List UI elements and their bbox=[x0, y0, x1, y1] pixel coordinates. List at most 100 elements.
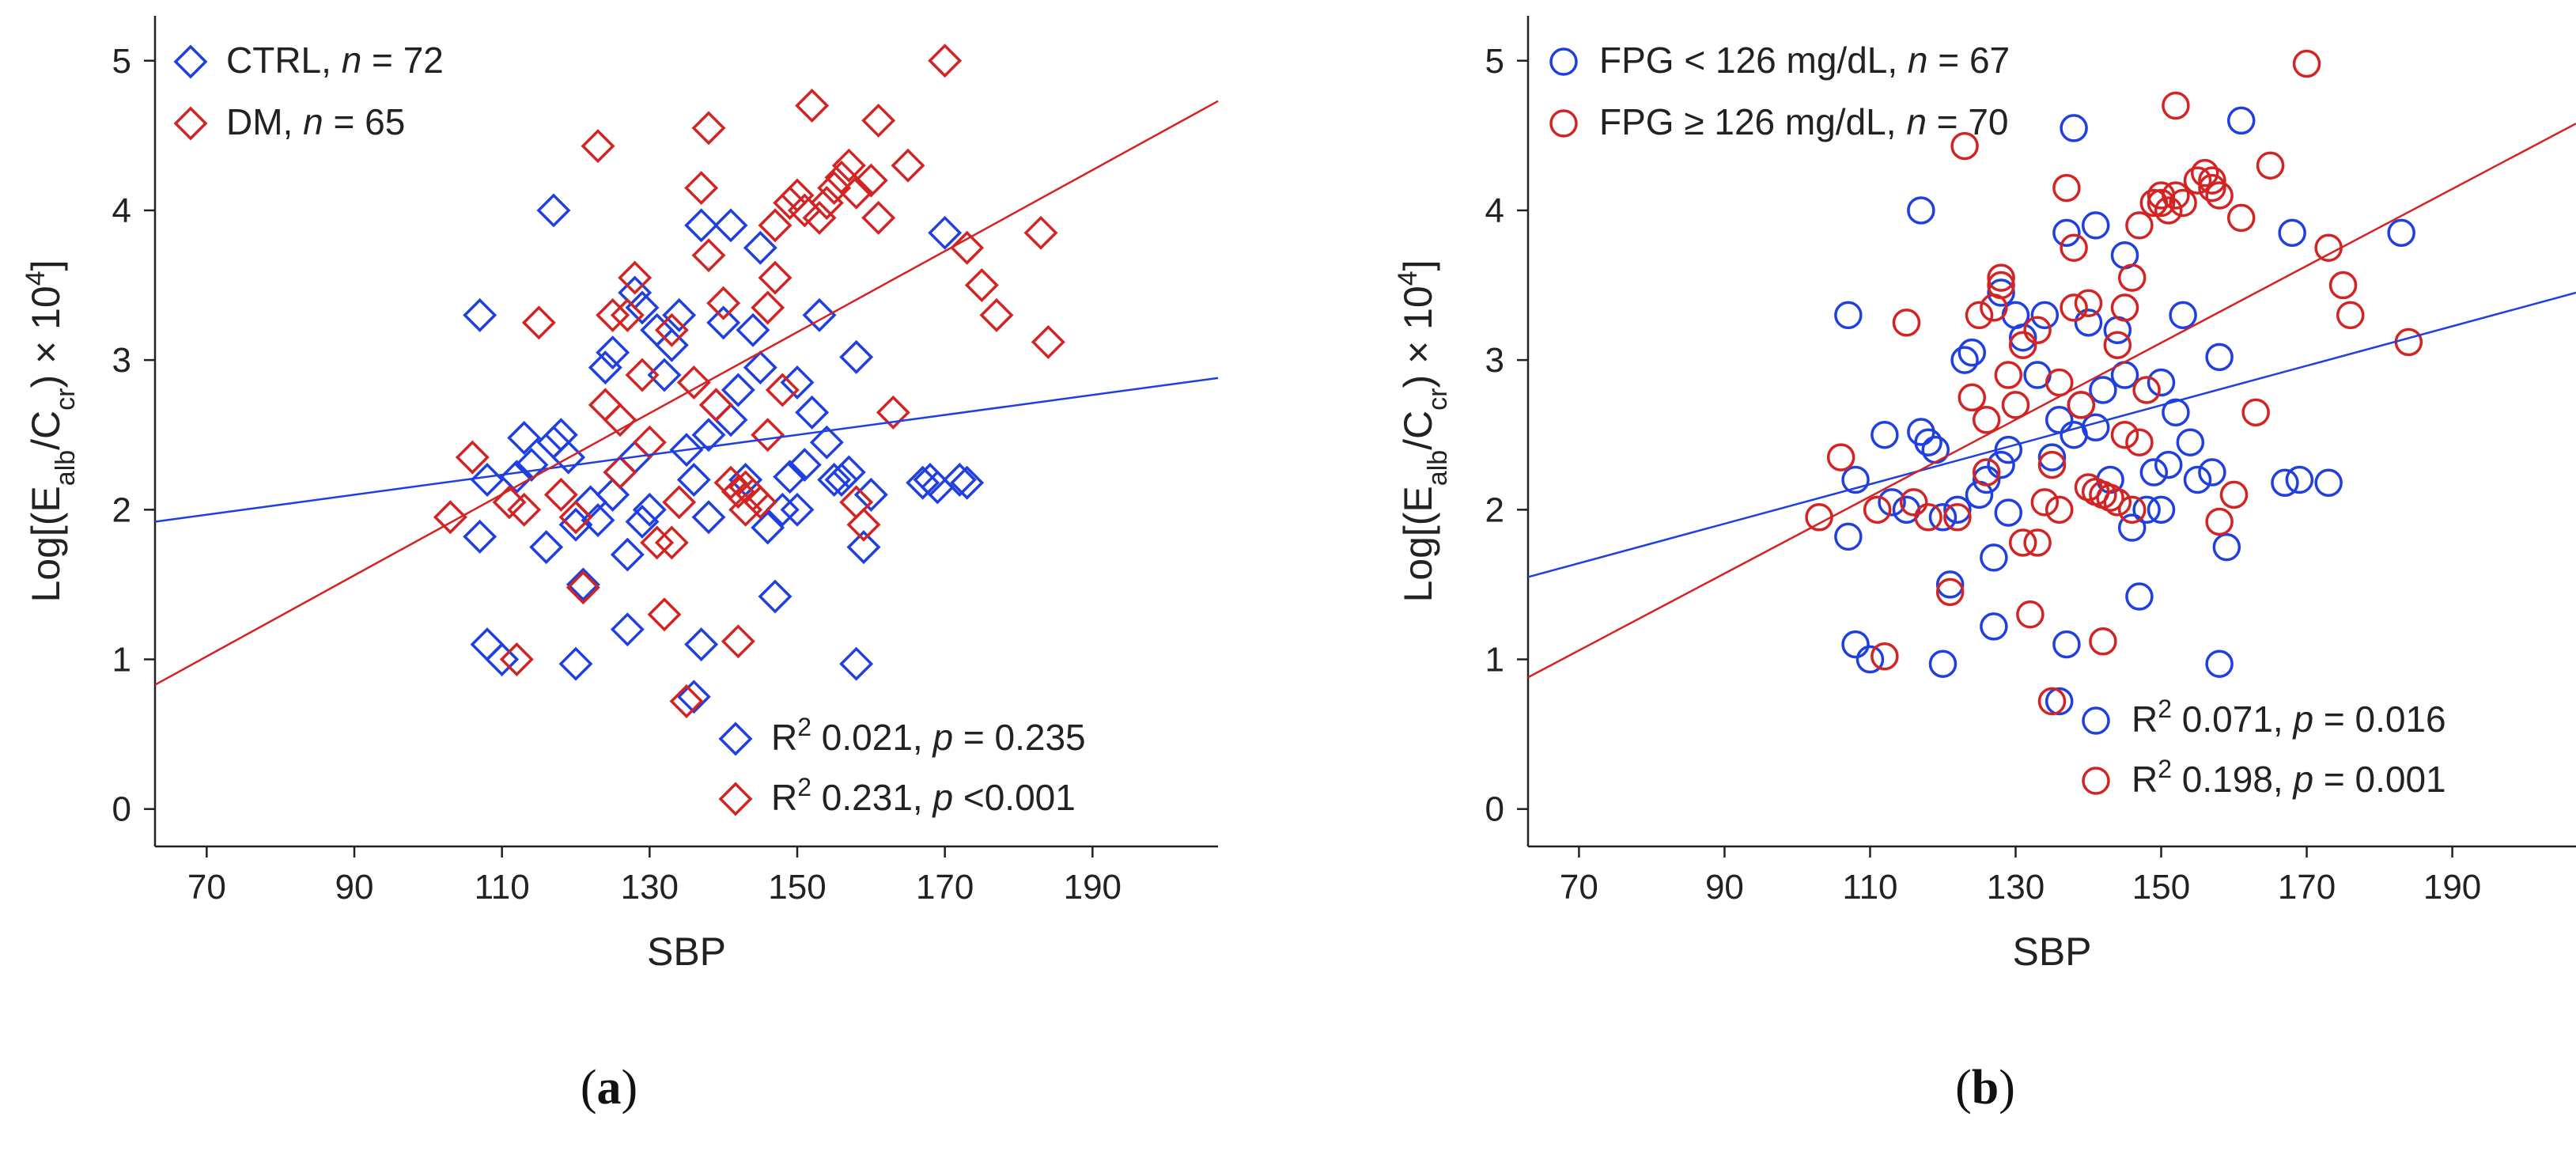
caption-paren: ( bbox=[581, 1061, 597, 1115]
data-point bbox=[647, 358, 682, 392]
legend-n-value: = 67 bbox=[1928, 40, 2010, 81]
data-point bbox=[558, 507, 593, 542]
data-point bbox=[2205, 181, 2234, 210]
data-point bbox=[654, 328, 689, 362]
data-point bbox=[853, 163, 888, 198]
data-point bbox=[2089, 376, 2117, 404]
data-point bbox=[596, 477, 630, 512]
y-tick-label: 4 bbox=[1485, 191, 1504, 230]
p-italic: p bbox=[931, 777, 953, 818]
r-superscript: 2 bbox=[2158, 695, 2172, 723]
p-value: = 0.016 bbox=[2313, 699, 2446, 740]
fit-line-0 bbox=[154, 377, 1219, 523]
r-label: R bbox=[2132, 699, 2158, 740]
p-value: = 0.235 bbox=[953, 717, 1086, 758]
data-point bbox=[1871, 642, 1899, 671]
data-point bbox=[521, 305, 556, 340]
legend-marker bbox=[1549, 47, 1578, 76]
legend-text: FPG ≥ 126 mg/dL, bbox=[1599, 101, 1906, 142]
r-value: 0.198, bbox=[2172, 759, 2293, 800]
data-point bbox=[691, 238, 726, 273]
data-point bbox=[780, 178, 815, 213]
data-point bbox=[2060, 293, 2088, 322]
data-point bbox=[691, 500, 726, 535]
data-point bbox=[713, 208, 748, 243]
data-point bbox=[1980, 543, 2008, 572]
caption-letter: a bbox=[597, 1061, 622, 1115]
data-point bbox=[831, 148, 866, 183]
data-point bbox=[2336, 301, 2365, 330]
data-point bbox=[662, 485, 697, 520]
fit-line-1 bbox=[1527, 123, 2576, 679]
x-tick-label: 150 bbox=[2132, 868, 2190, 907]
data-point bbox=[1980, 612, 2008, 641]
data-point bbox=[543, 477, 578, 512]
y-axis-label-part: Log[(E bbox=[24, 486, 68, 602]
data-point bbox=[2008, 528, 2037, 557]
data-point bbox=[2147, 188, 2176, 218]
chart-panel-b: 70 90 110 130 150 170 190 0 1 2 3 4 5 SBP Log[(Ealb/Cc… bbox=[1393, 16, 2576, 1115]
data-point bbox=[824, 463, 859, 497]
data-point bbox=[588, 388, 622, 422]
data-point bbox=[507, 421, 542, 455]
data-point bbox=[632, 425, 667, 460]
data-point bbox=[780, 492, 815, 527]
data-point bbox=[2169, 188, 2197, 218]
y-axis-label-part: ) × 10 bbox=[24, 286, 68, 388]
data-point bbox=[640, 525, 675, 560]
data-point bbox=[728, 492, 763, 527]
data-point bbox=[928, 44, 963, 78]
y-axis-label-superscript: 4 bbox=[1393, 271, 1423, 286]
data-point bbox=[2219, 480, 2249, 509]
data-point bbox=[1987, 278, 2015, 307]
data-point bbox=[1965, 301, 1994, 330]
data-point bbox=[669, 433, 704, 468]
y-axis-label-superscript: 4 bbox=[21, 271, 51, 286]
data-point bbox=[1914, 503, 1942, 532]
x-tick-label: 170 bbox=[2278, 868, 2336, 907]
y-axis-label-part: /C bbox=[1396, 411, 1440, 450]
data-point bbox=[1943, 503, 1972, 532]
data-point bbox=[485, 642, 520, 676]
data-point bbox=[588, 350, 622, 385]
series-0 bbox=[463, 193, 985, 714]
p-italic: p bbox=[2291, 699, 2313, 740]
legend-marker bbox=[173, 106, 208, 141]
data-point bbox=[2008, 324, 2037, 352]
data-point bbox=[2154, 196, 2183, 225]
data-point bbox=[2117, 263, 2147, 292]
data-point bbox=[2089, 627, 2117, 656]
data-point bbox=[2212, 532, 2241, 562]
data-point bbox=[676, 463, 711, 497]
data-point bbox=[433, 500, 467, 535]
data-point bbox=[2074, 289, 2103, 317]
data-point bbox=[514, 448, 549, 483]
data-point bbox=[1958, 383, 1987, 412]
data-point bbox=[2125, 211, 2154, 240]
y-axis-label-part: /C bbox=[24, 411, 68, 450]
data-point bbox=[1928, 503, 1958, 532]
data-point bbox=[861, 200, 896, 235]
p-italic: p bbox=[2291, 759, 2313, 800]
x-tick-label: 170 bbox=[916, 868, 974, 907]
y-axis-label-part: ] bbox=[1396, 259, 1440, 271]
data-point bbox=[625, 290, 660, 325]
data-point bbox=[2074, 473, 2103, 502]
data-point bbox=[721, 475, 755, 509]
y-tick-label: 5 bbox=[112, 42, 131, 81]
data-point bbox=[2081, 211, 2110, 240]
data-point bbox=[2205, 507, 2234, 536]
data-point bbox=[1950, 131, 1979, 161]
data-point bbox=[2278, 218, 2306, 248]
data-point bbox=[2117, 513, 2147, 542]
data-point bbox=[2030, 488, 2060, 517]
data-point bbox=[558, 500, 593, 535]
data-point bbox=[876, 395, 910, 430]
data-point bbox=[706, 305, 741, 340]
data-point bbox=[795, 395, 830, 430]
y-tick-label: 5 bbox=[1485, 42, 1504, 81]
data-point bbox=[2081, 413, 2110, 442]
legend-label: DM, n = 65 bbox=[226, 101, 405, 142]
panel-caption: (b) bbox=[1955, 1061, 2015, 1115]
